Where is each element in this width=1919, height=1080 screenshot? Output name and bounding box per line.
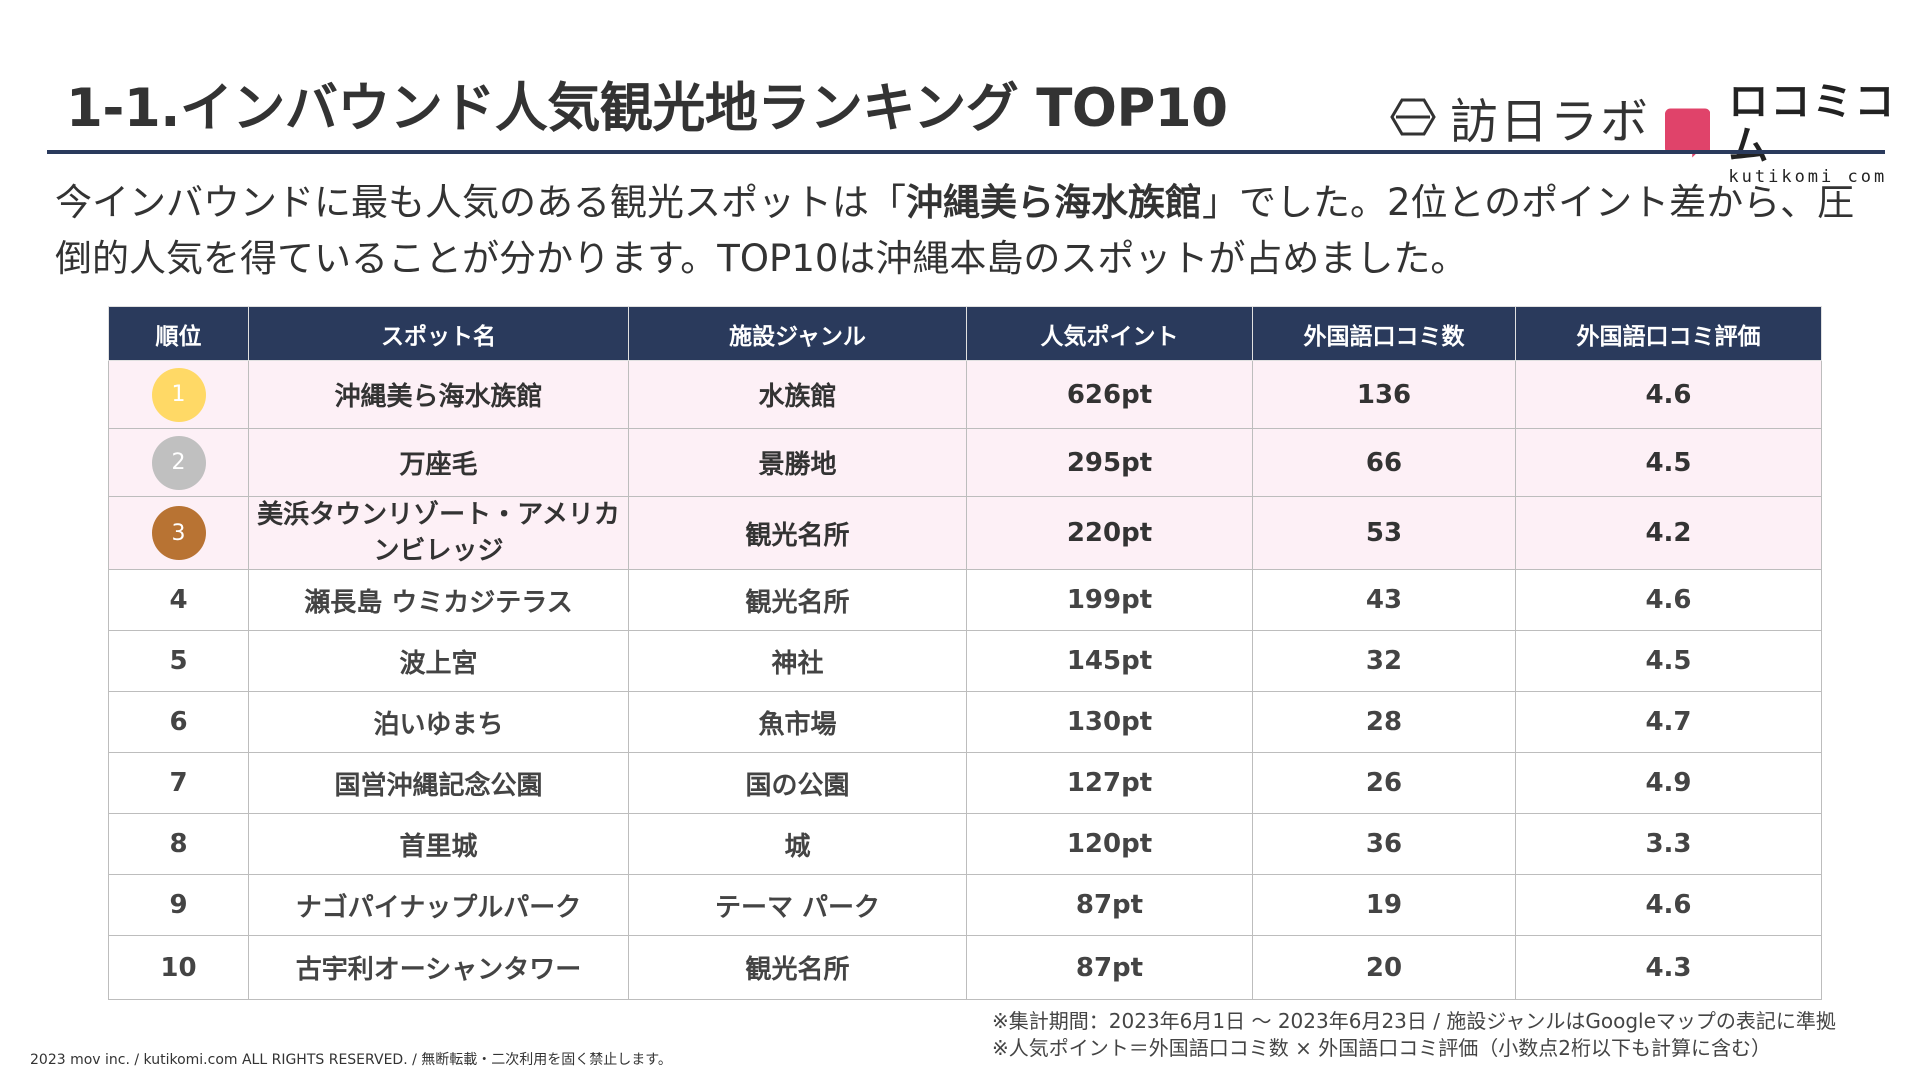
review-count-cell: 20 (1252, 935, 1516, 1000)
table-row: 8 首里城 城 120pt 36 3.3 (108, 813, 1822, 875)
review-count-cell: 28 (1252, 691, 1516, 753)
genre-cell: 城 (628, 813, 967, 875)
genre-cell: 魚市場 (628, 691, 967, 753)
table-row: 9 ナゴパイナップルパーク テーマ パーク 87pt 19 4.6 (108, 874, 1822, 936)
rating-cell: 4.6 (1515, 874, 1822, 936)
points-cell: 87pt (966, 874, 1253, 936)
table-row: 7 国営沖縄記念公園 国の公園 127pt 26 4.9 (108, 752, 1822, 814)
genre-cell: 神社 (628, 630, 967, 692)
review-count-cell: 43 (1252, 569, 1516, 631)
footnote-period: ※集計期間：2023年6月1日 〜 2023年6月23日 / 施設ジャンルはGo… (992, 1009, 1836, 1033)
table-row: 10 古宇利オーシャンタワー 観光名所 87pt 20 4.3 (108, 935, 1822, 1000)
spot-name-cell: 美浜タウンリゾート・アメリカンビレッジ (248, 496, 629, 570)
rating-cell: 4.9 (1515, 752, 1822, 814)
genre-cell: 国の公園 (628, 752, 967, 814)
points-cell: 130pt (966, 691, 1253, 753)
points-cell: 120pt (966, 813, 1253, 875)
table-row: 6 泊いゆまち 魚市場 130pt 28 4.7 (108, 691, 1822, 753)
rating-cell: 4.5 (1515, 428, 1822, 497)
spot-name-cell: 古宇利オーシャンタワー (248, 935, 629, 1000)
rating-cell: 3.3 (1515, 813, 1822, 875)
rating-cell: 4.6 (1515, 569, 1822, 631)
header-review-count: 外国語口コミ数 (1252, 306, 1516, 361)
header-review-rating: 外国語口コミ評価 (1515, 306, 1822, 361)
table-header-row: 順位 スポット名 施設ジャンル 人気ポイント 外国語口コミ数 外国語口コミ評価 (108, 306, 1822, 361)
lead-text-part2: 」でした。2位とのポイント差から、圧倒的人気を得ていることが分かります。TOP1… (55, 181, 1855, 280)
review-count-cell: 26 (1252, 752, 1516, 814)
copyright-text: 2023 mov inc. / kutikomi.com ALL RIGHTS … (30, 1052, 672, 1068)
houjin-labo-logo-text: 訪日ラボ (1450, 94, 1651, 150)
header-genre: 施設ジャンル (628, 306, 967, 361)
gold-medal-badge: 1 (151, 367, 206, 422)
review-count-cell: 36 (1252, 813, 1516, 875)
header-points: 人気ポイント (966, 306, 1253, 361)
rank-cell: 8 (108, 813, 249, 875)
points-cell: 626pt (966, 360, 1253, 429)
spot-name-cell: 国営沖縄記念公園 (248, 752, 629, 814)
title-divider (47, 150, 1885, 154)
genre-cell: 観光名所 (628, 496, 967, 570)
houjin-labo-logo: 訪日ラボ (1390, 82, 1650, 152)
kutikomi-logo: ロコミコム kutikomi com (1665, 80, 1919, 186)
rank-cell: 10 (108, 935, 249, 1000)
rating-cell: 4.2 (1515, 496, 1822, 570)
rank-cell: 4 (108, 569, 249, 631)
table-row: 3 美浜タウンリゾート・アメリカンビレッジ 観光名所 220pt 53 4.2 (108, 496, 1822, 570)
genre-cell: 景勝地 (628, 428, 967, 497)
header-spot-name: スポット名 (248, 306, 629, 361)
speech-bubble-logo-icon (1665, 108, 1711, 158)
footnotes: ※集計期間：2023年6月1日 〜 2023年6月23日 / 施設ジャンルはGo… (992, 1008, 1836, 1062)
spot-name-cell: 泊いゆまち (248, 691, 629, 753)
rating-cell: 4.6 (1515, 360, 1822, 429)
review-count-cell: 53 (1252, 496, 1516, 570)
points-cell: 199pt (966, 569, 1253, 631)
points-cell: 220pt (966, 496, 1253, 570)
spot-name-cell: 波上宮 (248, 630, 629, 692)
kutikomi-logo-subtext: kutikomi com (1728, 167, 1888, 187)
genre-cell: 観光名所 (628, 569, 967, 631)
header-rank: 順位 (108, 306, 249, 361)
rating-cell: 4.3 (1515, 935, 1822, 1000)
hexagon-logo-icon (1390, 98, 1436, 136)
spot-name-cell: 沖縄美ら海水族館 (248, 360, 629, 429)
rank-cell: 6 (108, 691, 249, 753)
table-row: 4 瀬長島 ウミカジテラス 観光名所 199pt 43 4.6 (108, 569, 1822, 631)
review-count-cell: 19 (1252, 874, 1516, 936)
rank-cell: 5 (108, 630, 249, 692)
table-row: 1 沖縄美ら海水族館 水族館 626pt 136 4.6 (108, 360, 1822, 429)
kutikomi-logo-text: ロコミコム (1728, 79, 1897, 169)
rating-cell: 4.7 (1515, 691, 1822, 753)
points-cell: 87pt (966, 935, 1253, 1000)
genre-cell: 水族館 (628, 360, 967, 429)
review-count-cell: 32 (1252, 630, 1516, 692)
points-cell: 127pt (966, 752, 1253, 814)
silver-medal-badge: 2 (151, 435, 206, 490)
bronze-medal-badge: 3 (151, 506, 206, 560)
genre-cell: テーマ パーク (628, 874, 967, 936)
lead-paragraph: 今インバウンドに最も人気のある観光スポットは「沖縄美ら海水族館」でした。2位との… (55, 175, 1875, 287)
table-row: 2 万座毛 景勝地 295pt 66 4.5 (108, 428, 1822, 497)
spot-name-cell: 首里城 (248, 813, 629, 875)
page-title: 1-1.インバウンド人気観光地ランキング TOP10 (66, 78, 1228, 139)
rank-cell: 2 (108, 428, 249, 497)
points-cell: 295pt (966, 428, 1253, 497)
rank-cell: 9 (108, 874, 249, 936)
review-count-cell: 136 (1252, 360, 1516, 429)
rating-cell: 4.5 (1515, 630, 1822, 692)
table-row: 5 波上宮 神社 145pt 32 4.5 (108, 630, 1822, 692)
points-cell: 145pt (966, 630, 1253, 692)
rank-cell: 1 (108, 360, 249, 429)
review-count-cell: 66 (1252, 428, 1516, 497)
ranking-table: 順位 スポット名 施設ジャンル 人気ポイント 外国語口コミ数 外国語口コミ評価 … (108, 306, 1822, 1000)
lead-text-part1: 今インバウンドに最も人気のある観光スポットは「 (55, 181, 906, 224)
genre-cell: 観光名所 (628, 935, 967, 1000)
rank-cell: 3 (108, 496, 249, 570)
lead-highlight: 沖縄美ら海水族館 (906, 181, 1202, 224)
spot-name-cell: ナゴパイナップルパーク (248, 874, 629, 936)
rank-cell: 7 (108, 752, 249, 814)
spot-name-cell: 万座毛 (248, 428, 629, 497)
footnote-formula: ※人気ポイント＝外国語口コミ数 × 外国語口コミ評価（小数点2桁以下も計算に含む… (992, 1036, 1771, 1060)
spot-name-cell: 瀬長島 ウミカジテラス (248, 569, 629, 631)
